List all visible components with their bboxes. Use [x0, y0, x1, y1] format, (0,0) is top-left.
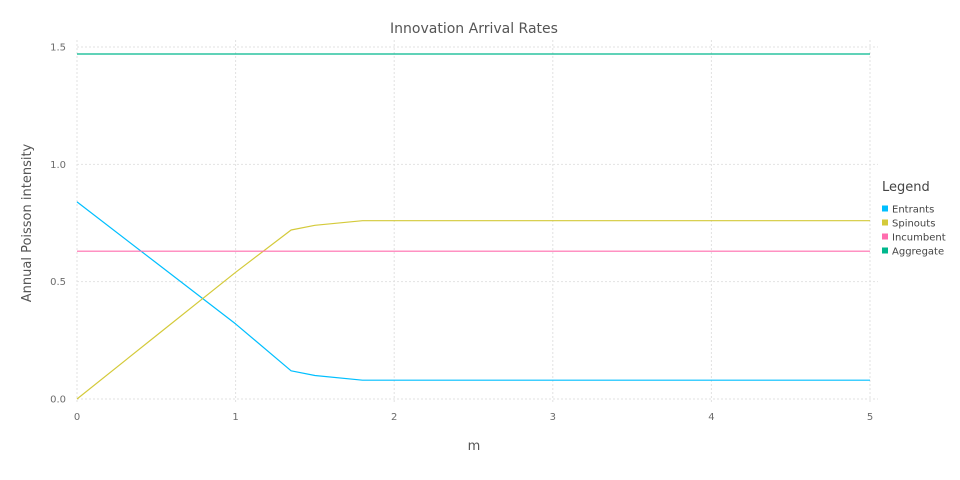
grid: [76, 40, 878, 403]
x-tick-label: 1: [232, 412, 238, 423]
y-tick-label: 0.0: [50, 395, 66, 406]
legend-label-entrants: Entrants: [892, 205, 934, 216]
x-tick-label: 2: [391, 412, 397, 423]
legend: Legend Entrants Spinouts Incumbent Aggregat…: [882, 180, 946, 258]
y-ticks: 0.0 0.5 1.0 1.5: [50, 43, 66, 406]
y-tick-label: 0.5: [50, 277, 66, 288]
y-tick-label: 1.5: [50, 43, 66, 54]
legend-title: Legend: [882, 180, 930, 195]
legend-label-spinouts: Spinouts: [892, 219, 935, 230]
series-line-entrants: [76, 201, 870, 381]
x-ticks: 0 1 2 3 4 5: [74, 412, 873, 423]
y-tick-label: 1.0: [50, 160, 66, 171]
legend-swatch-incumbent: [882, 233, 888, 240]
legend-label-incumbent: Incumbent: [892, 233, 946, 244]
legend-swatch-spinouts: [882, 219, 888, 226]
x-axis-title: m: [468, 439, 481, 454]
legend-swatch-entrants: [882, 205, 888, 212]
y-axis-title: Annual Poisson intensity: [20, 143, 35, 302]
x-tick-label: 5: [867, 412, 873, 423]
legend-label-aggregate: Aggregate: [892, 247, 944, 258]
x-tick-label: 3: [550, 412, 556, 423]
x-tick-label: 4: [708, 412, 714, 423]
legend-swatch-aggregate: [882, 247, 888, 254]
series-line-spinouts: [76, 220, 870, 400]
chart-title: Innovation Arrival Rates: [390, 21, 558, 37]
series-lines: [76, 53, 870, 400]
x-tick-label: 0: [74, 412, 80, 423]
